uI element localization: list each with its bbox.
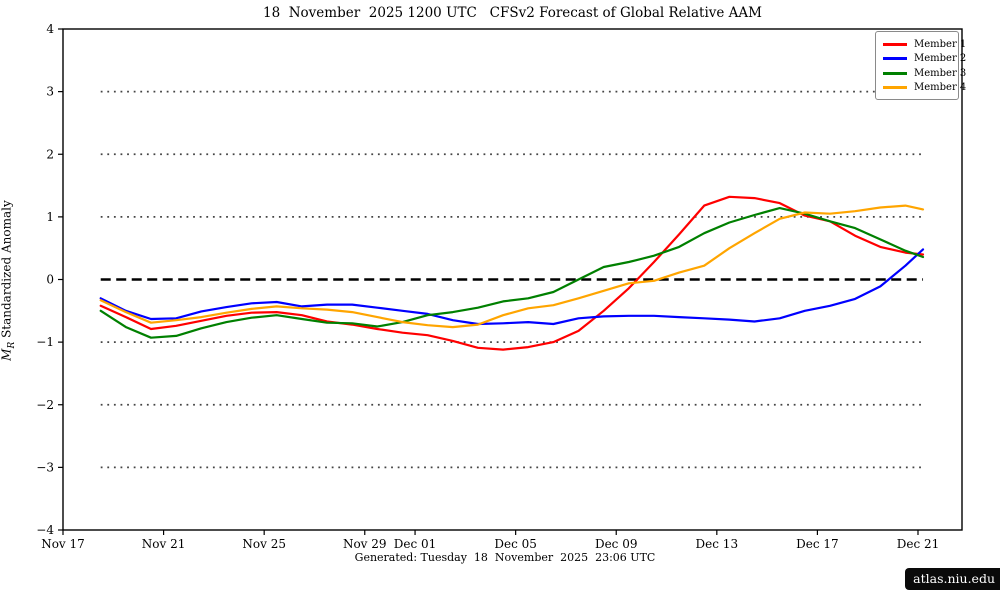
y-axis-label-text: Standardized Anomaly <box>0 200 14 342</box>
y-tick-label: −4 <box>36 523 54 537</box>
x-tick-label: Dec 13 <box>696 537 739 551</box>
x-tick-label: Nov 21 <box>142 537 186 551</box>
y-tick-label: −1 <box>36 335 54 349</box>
y-axis-label: MR Standardized Anomaly <box>0 196 17 366</box>
legend-line-swatch <box>883 86 907 90</box>
generated-timestamp: Generated: Tuesday 18 November 2025 23:0… <box>354 551 656 564</box>
y-tick-label: 1 <box>46 210 54 224</box>
legend-item-label: Member 3 <box>914 67 967 79</box>
member-2-line <box>99 248 925 326</box>
x-tick-label: Nov 29 <box>343 537 387 551</box>
member-4-line <box>99 204 925 329</box>
x-tick-label: Dec 17 <box>796 537 839 551</box>
y-axis-label-variable: M <box>0 348 14 361</box>
legend-line-swatch <box>883 71 907 75</box>
y-tick-label: 3 <box>46 85 54 99</box>
y-tick-label: −3 <box>36 460 54 474</box>
legend-item-member-4: Member 4 <box>883 81 966 96</box>
legend-item-member-3: Member 3 <box>883 66 966 81</box>
chart-title: 18 November 2025 1200 UTC CFSv2 Forecast… <box>262 5 762 21</box>
y-tick-label: 4 <box>46 22 54 36</box>
legend-item-label: Member 1 <box>914 38 967 50</box>
x-tick-label: Dec 09 <box>595 537 638 551</box>
legend-item-label: Member 2 <box>914 53 967 65</box>
site-watermark: atlas.niu.edu <box>905 568 1000 590</box>
legend-item-label: Member 4 <box>914 82 967 94</box>
member-1-line <box>99 195 925 351</box>
legend-line-swatch <box>883 57 907 61</box>
legend-item-member-1: Member 1 <box>883 37 966 52</box>
x-tick-label: Dec 05 <box>494 537 537 551</box>
legend-item-member-2: Member 2 <box>883 52 966 67</box>
x-tick-label: Dec 01 <box>394 537 437 551</box>
y-tick-label: −2 <box>36 398 54 412</box>
legend-line-swatch <box>883 42 907 46</box>
y-tick-label: 2 <box>46 147 54 161</box>
y-axis-label-subscript: R <box>6 341 17 349</box>
x-tick-label: Nov 17 <box>41 537 85 551</box>
x-tick-label: Nov 25 <box>242 537 286 551</box>
y-tick-label: 0 <box>46 273 54 287</box>
x-tick-label: Dec 21 <box>897 537 940 551</box>
legend: Member 1 Member 2 Member 3 Member 4 <box>875 31 966 100</box>
member-3-line <box>99 207 925 339</box>
